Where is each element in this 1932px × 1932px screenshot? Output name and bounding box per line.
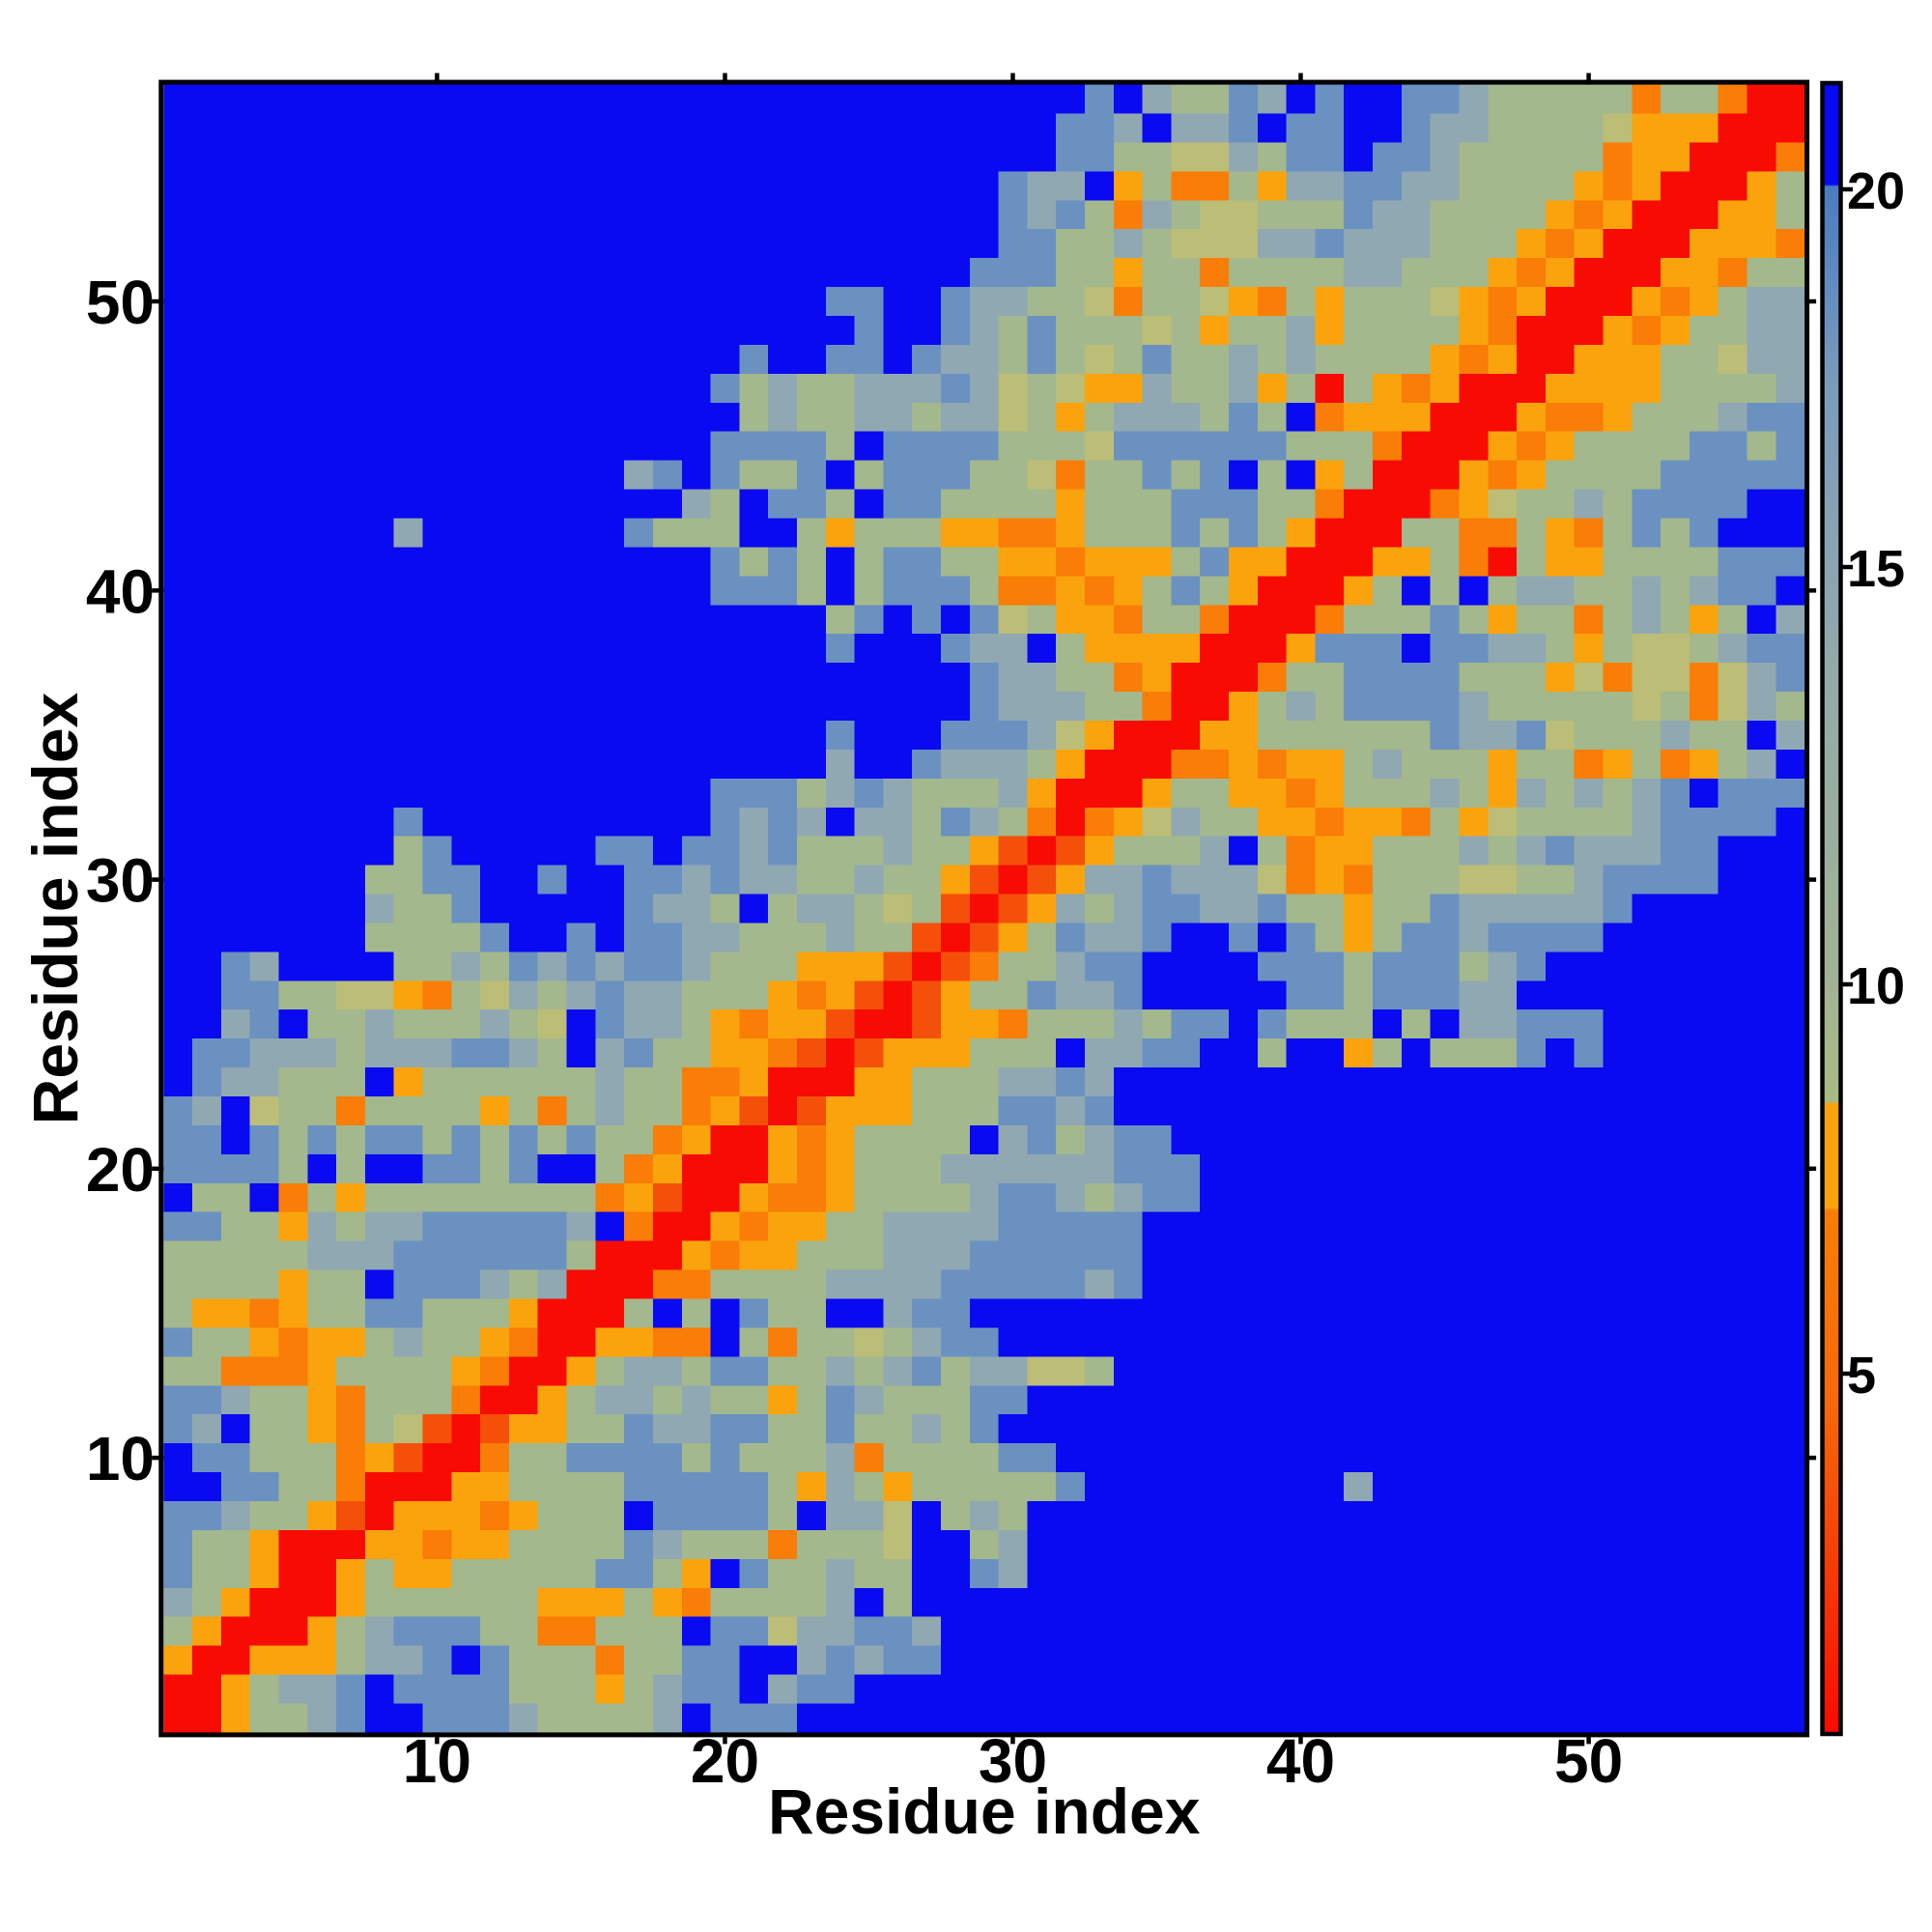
svg-text:40: 40 (1266, 1726, 1335, 1796)
svg-text:Residue index: Residue index (19, 692, 91, 1124)
svg-text:50: 50 (86, 268, 155, 337)
svg-text:5: 5 (1847, 1347, 1876, 1405)
svg-text:20: 20 (1847, 162, 1905, 220)
svg-text:40: 40 (86, 556, 155, 626)
svg-text:15: 15 (1847, 540, 1905, 598)
svg-text:20: 20 (86, 1135, 155, 1205)
svg-text:10: 10 (86, 1424, 155, 1493)
svg-text:Residue index: Residue index (768, 1776, 1201, 1847)
svg-text:50: 50 (1554, 1726, 1623, 1796)
svg-text:30: 30 (979, 1726, 1047, 1796)
svg-text:10: 10 (1847, 957, 1905, 1015)
svg-text:10: 10 (403, 1726, 471, 1796)
svg-text:20: 20 (691, 1726, 759, 1796)
svg-text:30: 30 (86, 846, 155, 916)
